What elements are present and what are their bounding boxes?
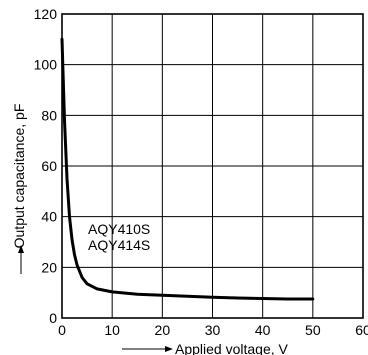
x-axis-title: Applied voltage, V: [175, 341, 289, 355]
x-tick-label: 20: [155, 322, 171, 338]
x-tick-label: 50: [305, 322, 321, 338]
y-tick-label: 60: [41, 158, 57, 174]
y-tick-label: 0: [49, 310, 57, 326]
y-tick-label: 120: [34, 6, 58, 22]
y-tick-label: 40: [41, 209, 57, 225]
x-axis-ticks: 0 10 20 30 40 50 60: [58, 322, 368, 338]
y-axis-title: Output capacitance, pF: [11, 104, 27, 249]
y-tick-label: 80: [41, 107, 57, 123]
plot-frame: [61, 13, 364, 319]
x-axis-title-group: Applied voltage, V: [122, 341, 289, 355]
annotation-aqy414s: AQY414S: [88, 237, 150, 253]
annotation-aqy410s: AQY410S: [88, 221, 150, 237]
grid-lines: [62, 14, 363, 318]
x-tick-label: 10: [104, 322, 120, 338]
y-tick-label: 100: [34, 57, 58, 73]
series-line: [60, 37, 315, 301]
x-tick-label: 30: [205, 322, 221, 338]
y-tick-label: 20: [41, 259, 57, 275]
x-tick-label: 40: [255, 322, 271, 338]
y-axis-ticks: 0 20 40 60 80 100 120: [34, 6, 58, 326]
x-axis-arrow-head: [165, 346, 173, 352]
y-axis-arrow-head: [18, 245, 24, 253]
x-tick-label: 0: [58, 322, 66, 338]
y-axis-title-group: Output capacitance, pF: [11, 104, 27, 274]
x-tick-label: 60: [355, 322, 368, 338]
